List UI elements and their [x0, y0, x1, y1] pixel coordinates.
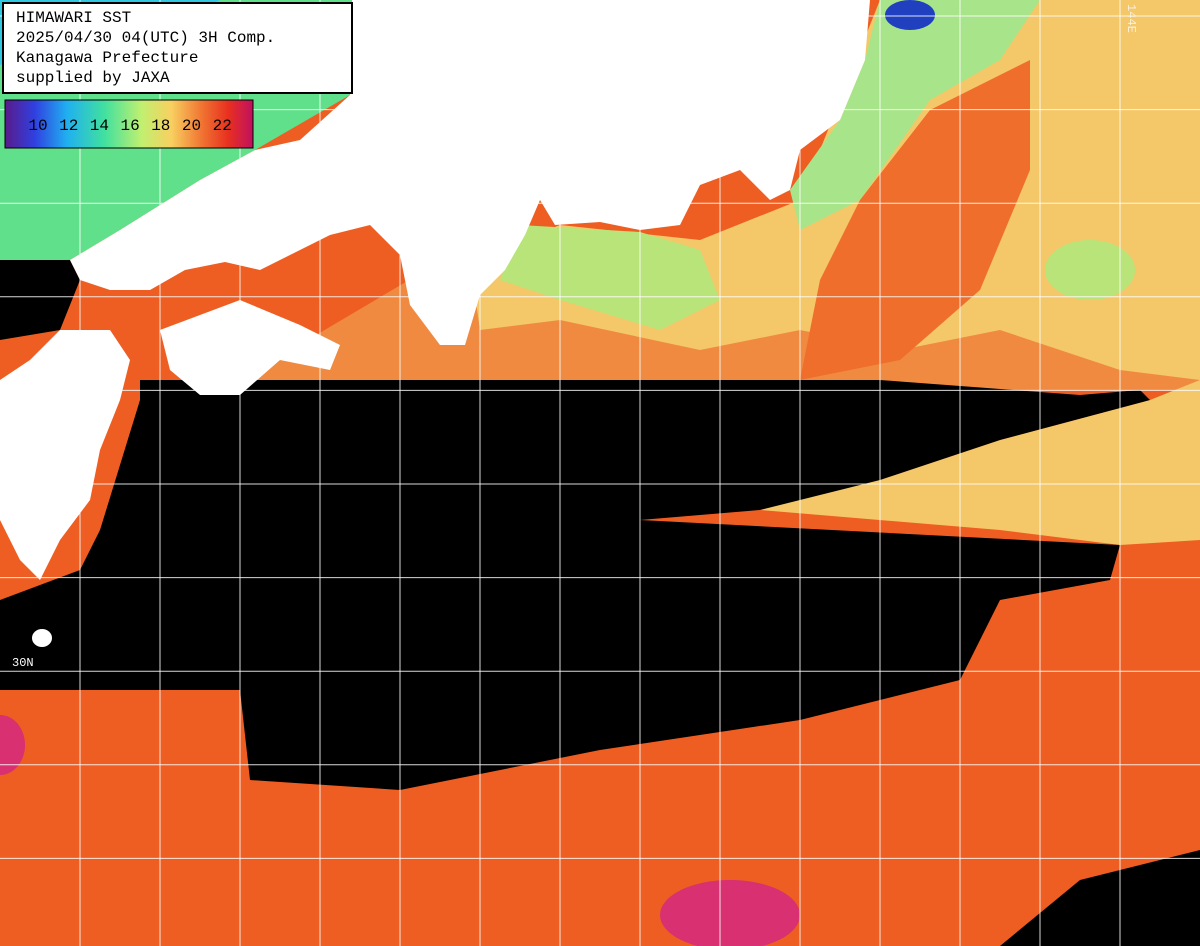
- sea-cold-patch: [885, 0, 935, 30]
- legend-label: 22: [213, 117, 232, 135]
- land: [70, 0, 870, 345]
- longitude-label: 144E: [1124, 4, 1138, 33]
- legend-label: 14: [90, 117, 109, 135]
- color-bar: [4, 99, 254, 149]
- legend-labels: 10 12 14 16 18 20 22: [28, 117, 231, 135]
- legend-label: 10: [28, 117, 47, 135]
- sea-green-patch: [1045, 240, 1135, 300]
- cloud-mask: [1000, 850, 1200, 946]
- header-line: 2025/04/30 04(UTC) 3H Comp.: [16, 29, 275, 47]
- kuroshio: [800, 60, 1030, 380]
- legend-label: 18: [151, 117, 170, 135]
- cloud-mask: [0, 260, 80, 340]
- legend-label: 12: [59, 117, 78, 135]
- header-box: [2, 2, 353, 94]
- legend-label: 16: [120, 117, 139, 135]
- header-line: HIMAWARI SST: [16, 9, 131, 27]
- header-line: supplied by JAXA: [16, 69, 170, 87]
- sea-warm-patch: [0, 715, 25, 775]
- land: [0, 330, 130, 580]
- land: [160, 300, 340, 395]
- sea-green-patch: [500, 225, 720, 330]
- land: [32, 629, 52, 647]
- sea-yellow: [650, 380, 1200, 545]
- cloud-mask: [0, 380, 1150, 790]
- sea-green-patch: [790, 0, 1040, 230]
- header-line: Kanagawa Prefecture: [16, 49, 198, 67]
- latitude-label: 30N: [12, 656, 34, 670]
- sea-warm-patch: [660, 880, 800, 946]
- legend-label: 20: [182, 117, 201, 135]
